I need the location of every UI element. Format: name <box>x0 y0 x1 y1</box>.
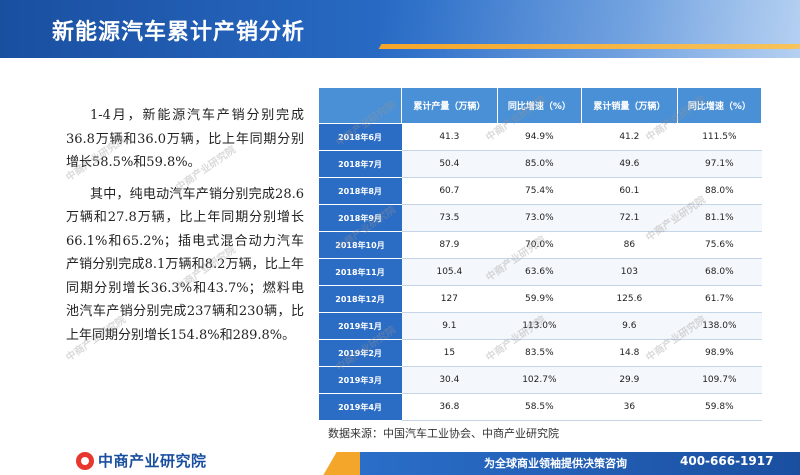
analysis-text: 1-4月，新能源汽车产销分别完成36.8万辆和36.0万辆，比上年同期分别增长5… <box>66 104 304 355</box>
header-sales-growth: 同比增速（%） <box>676 87 763 124</box>
production-growth-cell: 113.0% <box>497 312 582 340</box>
production-growth-cell: 73.0% <box>497 204 582 232</box>
sales-growth-cell: 61.7% <box>677 285 762 313</box>
company-logo: 中商产业研究院 <box>76 450 207 471</box>
logo-icon <box>76 451 94 470</box>
paragraph-2: 其中，纯电动汽车产销分别完成28.6万辆和27.8万辆，比上年同期分别增长66.… <box>66 186 304 343</box>
cum-production-cell: 30.4 <box>401 366 498 394</box>
sales-growth-cell: 98.9% <box>677 339 762 367</box>
cum-sales-cell: 36 <box>581 393 678 421</box>
production-growth-cell: 83.5% <box>497 339 582 367</box>
table-row: 2018年10月 87.9 70.0% 86 75.6% <box>318 231 762 259</box>
row-month-cell: 2018年12月 <box>318 285 402 313</box>
footer-slogan: 为全球商业领袖提供决策咨询 <box>484 457 627 470</box>
sales-growth-cell: 68.0% <box>677 258 762 286</box>
header-orange-stripe <box>378 44 800 49</box>
sales-growth-cell: 138.0% <box>677 312 762 340</box>
row-month-cell: 2019年1月 <box>318 312 402 340</box>
sales-growth-cell: 59.8% <box>677 393 762 421</box>
table-row: 2019年2月 15 83.5% 14.8 98.9% <box>318 339 762 367</box>
sales-growth-cell: 111.5% <box>677 123 762 151</box>
header-cum-production: 累计产量（万辆） <box>401 87 498 124</box>
cum-production-cell: 105.4 <box>401 258 498 286</box>
table-row: 2018年7月 50.4 85.0% 49.6 97.1% <box>318 150 762 178</box>
header-accent <box>380 0 800 58</box>
production-growth-cell: 58.5% <box>497 393 582 421</box>
cum-production-cell: 127 <box>401 285 498 313</box>
table-row: 2019年1月 9.1 113.0% 9.6 138.0% <box>318 312 762 340</box>
row-month-cell: 2019年4月 <box>318 393 402 421</box>
sales-growth-cell: 88.0% <box>677 177 762 205</box>
production-growth-cell: 85.0% <box>497 150 582 178</box>
paragraph-1: 1-4月，新能源汽车产销分别完成36.8万辆和36.0万辆，比上年同期分别增长5… <box>66 108 304 170</box>
logo-text: 中商产业研究院 <box>98 452 207 470</box>
cum-production-cell: 73.5 <box>401 204 498 232</box>
row-month-cell: 2018年7月 <box>318 150 402 178</box>
row-month-cell: 2018年10月 <box>318 231 402 259</box>
cum-production-cell: 50.4 <box>401 150 498 178</box>
cum-sales-cell: 41.2 <box>581 123 678 151</box>
table-row: 2018年12月 127 59.9% 125.6 61.7% <box>318 285 762 313</box>
cum-sales-cell: 29.9 <box>581 366 678 394</box>
cum-sales-cell: 14.8 <box>581 339 678 367</box>
production-growth-cell: 102.7% <box>497 366 582 394</box>
table-corner-cell <box>318 87 402 124</box>
production-growth-cell: 70.0% <box>497 231 582 259</box>
table-row: 2018年9月 73.5 73.0% 72.1 81.1% <box>318 204 762 232</box>
row-month-cell: 2019年3月 <box>318 366 402 394</box>
cum-sales-cell: 60.1 <box>581 177 678 205</box>
cum-sales-cell: 86 <box>581 231 678 259</box>
cum-sales-cell: 49.6 <box>581 150 678 178</box>
table-row: 2018年8月 60.7 75.4% 60.1 88.0% <box>318 177 762 205</box>
table-row: 2019年4月 36.8 58.5% 36 59.8% <box>318 393 762 421</box>
footer-blue-band <box>360 452 800 475</box>
cum-sales-cell: 103 <box>581 258 678 286</box>
row-month-cell: 2018年9月 <box>318 204 402 232</box>
production-growth-cell: 94.9% <box>497 123 582 151</box>
cum-production-cell: 60.7 <box>401 177 498 205</box>
cum-sales-cell: 9.6 <box>581 312 678 340</box>
table-row: 2018年6月 41.3 94.9% 41.2 111.5% <box>318 123 762 151</box>
page-title: 新能源汽车累计产销分析 <box>52 20 306 45</box>
cum-production-cell: 15 <box>401 339 498 367</box>
cum-production-cell: 41.3 <box>401 123 498 151</box>
cum-production-cell: 36.8 <box>401 393 498 421</box>
row-month-cell: 2018年6月 <box>318 123 402 151</box>
header-bar: 新能源汽车累计产销分析 <box>0 0 800 58</box>
row-month-cell: 2019年2月 <box>318 339 402 367</box>
data-source-note: 数据来源：中国汽车工业协会、中商产业研究院 <box>328 427 559 440</box>
header-cum-sales: 累计销量（万辆） <box>580 87 678 124</box>
sales-growth-cell: 75.6% <box>677 231 762 259</box>
cum-production-cell: 9.1 <box>401 312 498 340</box>
footer-phone: 400-666-1917 <box>680 454 774 468</box>
table-row: 2018年11月 105.4 63.6% 103 68.0% <box>318 258 762 286</box>
production-growth-cell: 63.6% <box>497 258 582 286</box>
sales-growth-cell: 97.1% <box>677 150 762 178</box>
row-month-cell: 2018年8月 <box>318 177 402 205</box>
production-growth-cell: 75.4% <box>497 177 582 205</box>
data-table-container: 累计产量（万辆） 同比增速（%） 累计销量（万辆） 同比增速（%） 2018年6… <box>318 87 763 421</box>
header-production-growth: 同比增速（%） <box>496 87 582 124</box>
row-month-cell: 2018年11月 <box>318 258 402 286</box>
sales-growth-cell: 81.1% <box>677 204 762 232</box>
cum-production-cell: 87.9 <box>401 231 498 259</box>
table-header-row: 累计产量（万辆） 同比增速（%） 累计销量（万辆） 同比增速（%） <box>318 87 763 124</box>
data-table: 累计产量（万辆） 同比增速（%） 累计销量（万辆） 同比增速（%） 2018年6… <box>318 87 763 421</box>
cum-sales-cell: 125.6 <box>581 285 678 313</box>
cum-sales-cell: 72.1 <box>581 204 678 232</box>
production-growth-cell: 59.9% <box>497 285 582 313</box>
table-row: 2019年3月 30.4 102.7% 29.9 109.7% <box>318 366 762 394</box>
sales-growth-cell: 109.7% <box>677 366 762 394</box>
